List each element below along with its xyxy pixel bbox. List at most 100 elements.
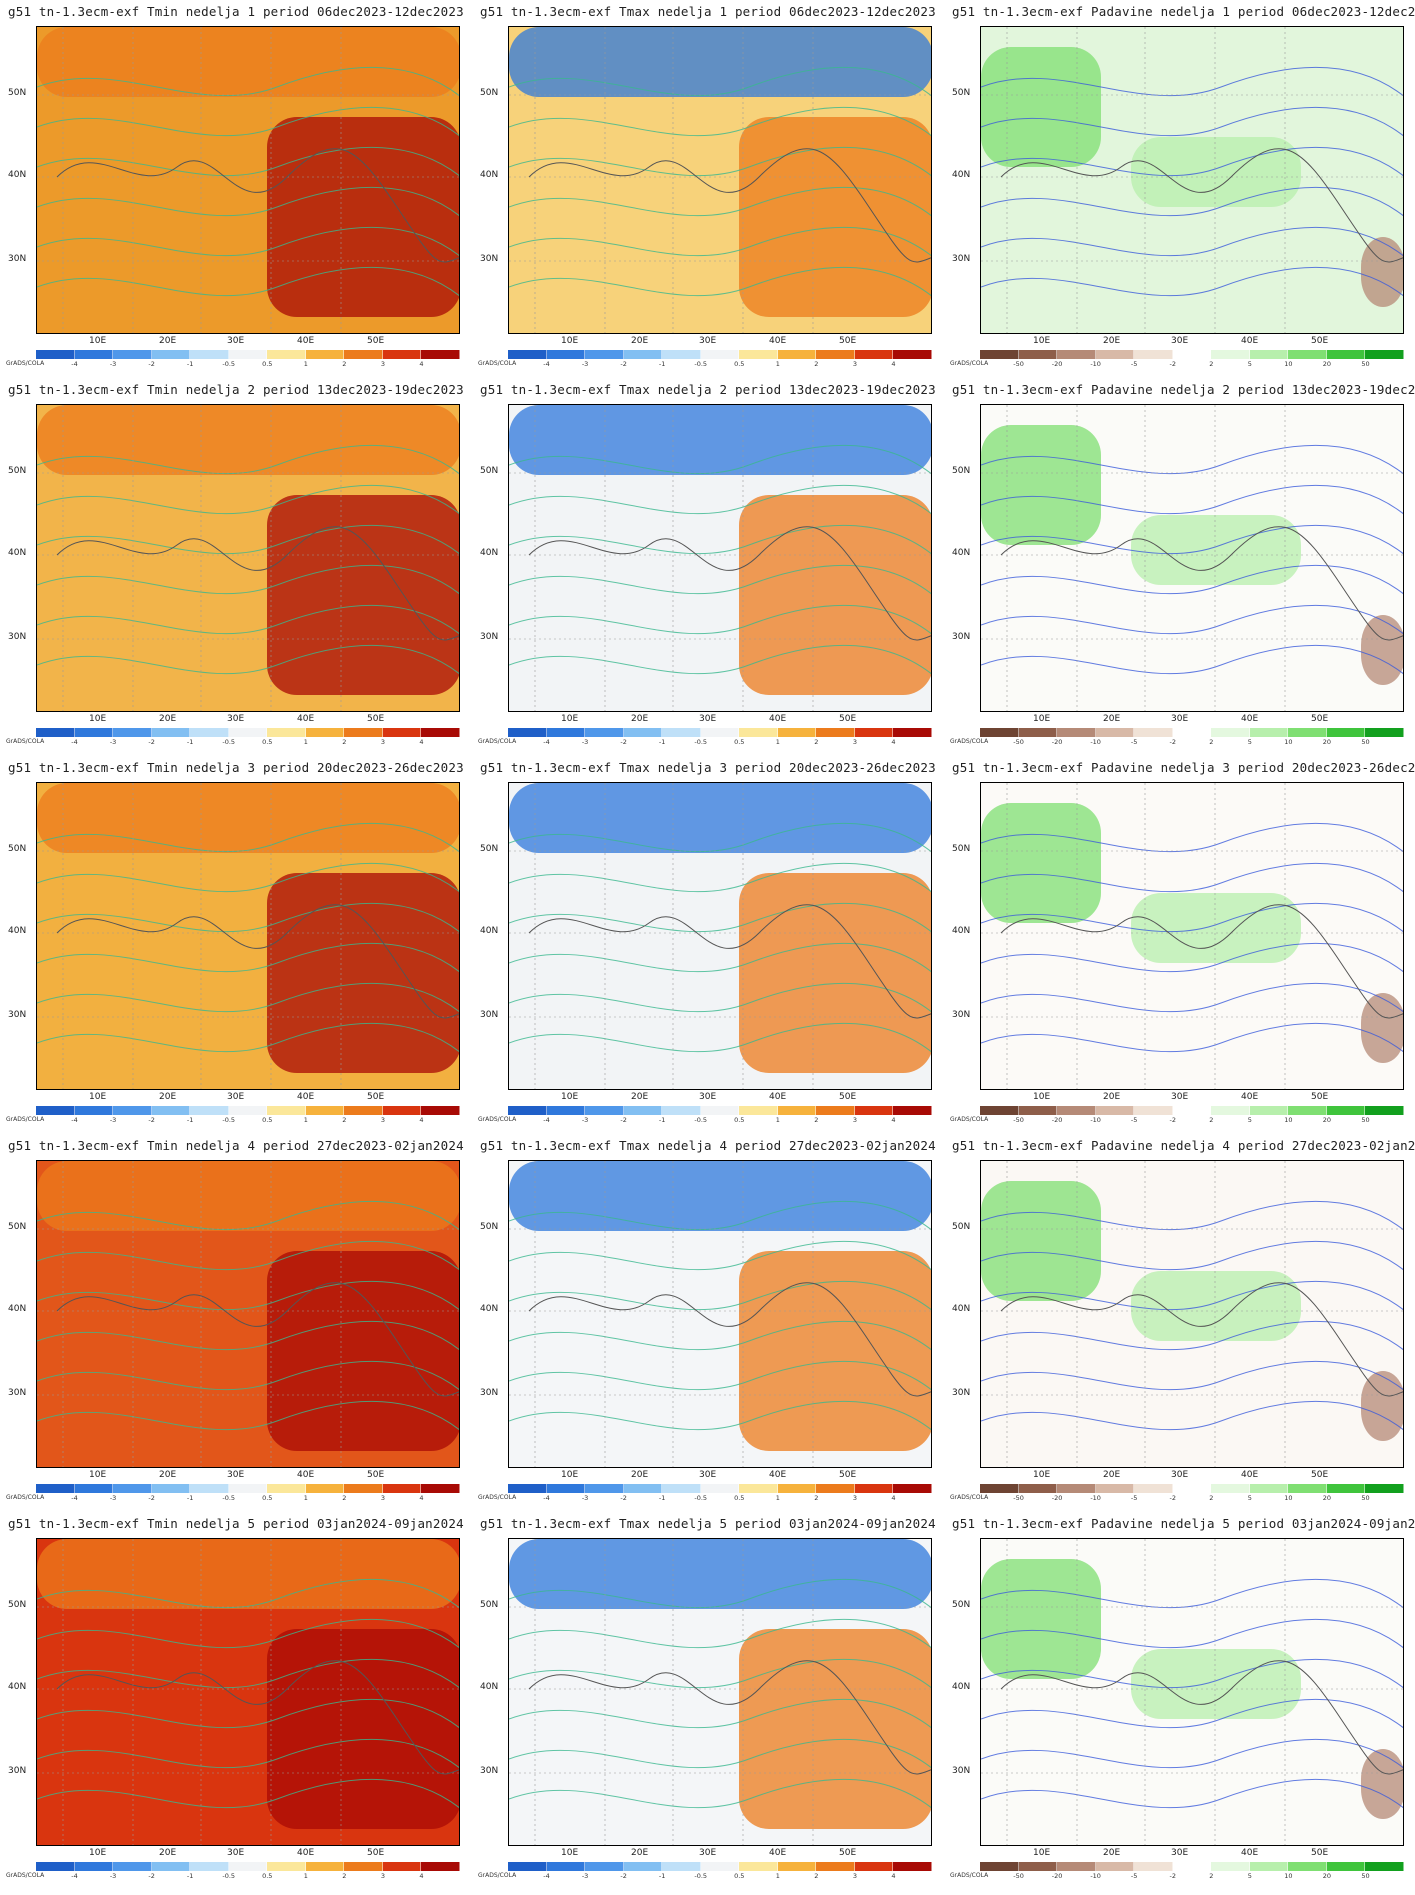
- contour-line: [981, 1022, 1403, 1053]
- longitude-label: 20E: [631, 1848, 649, 1858]
- field-shading: [509, 27, 931, 97]
- legend-tick-label: 4: [419, 1494, 424, 1502]
- legend-swatch: [623, 1862, 663, 1871]
- legend-swatch: [382, 1862, 422, 1871]
- field-shading: [37, 1539, 459, 1609]
- color-legend-bar: [980, 728, 1405, 737]
- legend-swatch: [1365, 350, 1405, 359]
- legend-swatch: [854, 350, 894, 359]
- panel-title: g51 tn-1.3ecm-exf Tmin nedelja 4 period …: [8, 1138, 464, 1153]
- contour-line: [981, 524, 1403, 555]
- map-plot-area: [36, 404, 460, 712]
- panel-title: g51 tn-1.3ecm-exf Tmax nedelja 2 period …: [480, 382, 936, 397]
- legend-swatch: [1018, 350, 1058, 359]
- legend-swatch: [739, 1484, 778, 1493]
- legend-tick-label: -5: [1130, 1116, 1138, 1124]
- latitude-label: 30N: [480, 254, 499, 264]
- latitude-label: 30N: [480, 632, 499, 642]
- legend-swatch: [1172, 350, 1212, 359]
- contour-line: [509, 1320, 931, 1351]
- contour-line: [37, 822, 459, 853]
- longitude-label: 50E: [1311, 1848, 1329, 1858]
- legend-tick-label: 2: [1209, 738, 1214, 746]
- legend-tick-label: -4: [543, 360, 550, 368]
- latitude-label: 50N: [480, 1222, 499, 1232]
- legend-tick-label: 1: [775, 1494, 780, 1502]
- legend-swatch: [893, 1484, 933, 1493]
- legend-swatch: [1134, 728, 1173, 737]
- legend-tick-label: -0.5: [222, 1494, 236, 1502]
- legend-tick-label: -10: [1090, 1872, 1101, 1880]
- longitude-label: 10E: [561, 1092, 579, 1102]
- legend-swatch: [1365, 1862, 1405, 1871]
- contour-line: [509, 604, 931, 635]
- longitude-label: 10E: [89, 1470, 107, 1480]
- longitude-label: 20E: [159, 1092, 177, 1102]
- legend-tick-label: -10: [1090, 738, 1101, 746]
- map-field: [37, 1161, 459, 1467]
- contour-line: [509, 66, 931, 97]
- field-shading: [509, 405, 931, 475]
- contour-line: [37, 66, 459, 97]
- legend-swatch: [816, 1484, 855, 1493]
- color-legend-bar: [508, 1862, 933, 1871]
- latitude-label: 30N: [952, 1388, 971, 1398]
- legend-swatch: [662, 1484, 701, 1493]
- longitude-label: 30E: [1171, 1848, 1189, 1858]
- longitude-label: 20E: [1103, 1848, 1121, 1858]
- longitude-label: 50E: [367, 1092, 385, 1102]
- coastline: [528, 1660, 931, 1775]
- contour-line: [981, 1618, 1403, 1649]
- legend-tick-label: -3: [581, 1872, 589, 1880]
- legend-tick-label: 1: [303, 360, 308, 368]
- coastline: [1000, 1282, 1403, 1397]
- legend-swatch: [854, 1862, 894, 1871]
- legend-swatch: [344, 1484, 383, 1493]
- field-shading: [981, 1559, 1101, 1679]
- contour-line: [37, 1698, 459, 1729]
- contour-line: [981, 266, 1403, 297]
- coastline: [1000, 904, 1403, 1019]
- legend-swatch: [546, 728, 586, 737]
- map-panel: g51 tn-1.3ecm-exf Tmin nedelja 1 period …: [0, 0, 470, 378]
- legend-tick-label: -4: [71, 1116, 78, 1124]
- legend-swatch: [1249, 1862, 1289, 1871]
- legend-tick-label: -2: [620, 1872, 627, 1880]
- longitude-label: 10E: [561, 714, 579, 724]
- longitude-label: 40E: [297, 1092, 315, 1102]
- legend-tick-label: 3: [380, 1494, 385, 1502]
- legend-tick-label: -0.5: [222, 1872, 236, 1880]
- map-panel: g51 tn-1.3ecm-exf Tmin nedelja 2 period …: [0, 378, 470, 756]
- grads-cola-credit: GrADS/COLA: [6, 1494, 45, 1501]
- longitude-label: 50E: [839, 1470, 857, 1480]
- legend-tick-label: 2: [814, 1116, 819, 1124]
- contour-line: [37, 1022, 459, 1053]
- contour-line: [509, 266, 931, 297]
- legend-swatch: [662, 350, 701, 359]
- latitude-label: 50N: [952, 844, 971, 854]
- map-plot-area: [36, 1538, 460, 1846]
- panel-title: g51 tn-1.3ecm-exf Tmax nedelja 4 period …: [480, 1138, 936, 1153]
- field-shading: [981, 1181, 1101, 1301]
- legend-tick-label: -50: [1013, 1494, 1024, 1502]
- legend-swatch: [190, 1484, 229, 1493]
- longitude-label: 40E: [297, 1470, 315, 1480]
- legend-tick-label: -0.5: [694, 1116, 708, 1124]
- contour-line: [509, 1618, 931, 1649]
- legend-swatch: [893, 350, 933, 359]
- latitude-label: 40N: [8, 926, 27, 936]
- legend-swatch: [816, 1106, 855, 1115]
- legend-tick-label: 4: [891, 1116, 896, 1124]
- legend-tick-label: -2: [1169, 1494, 1176, 1502]
- grads-cola-credit: GrADS/COLA: [6, 1872, 45, 1879]
- longitude-label: 50E: [1311, 1092, 1329, 1102]
- latitude-label: 40N: [8, 548, 27, 558]
- legend-swatch: [228, 1106, 268, 1115]
- latitude-label: 50N: [8, 466, 27, 476]
- legend-swatch: [700, 728, 740, 737]
- legend-tick-label: 1: [775, 738, 780, 746]
- latitude-label: 50N: [8, 1600, 27, 1610]
- contour-line: [509, 484, 931, 515]
- legend-tick-label: 2: [1209, 1116, 1214, 1124]
